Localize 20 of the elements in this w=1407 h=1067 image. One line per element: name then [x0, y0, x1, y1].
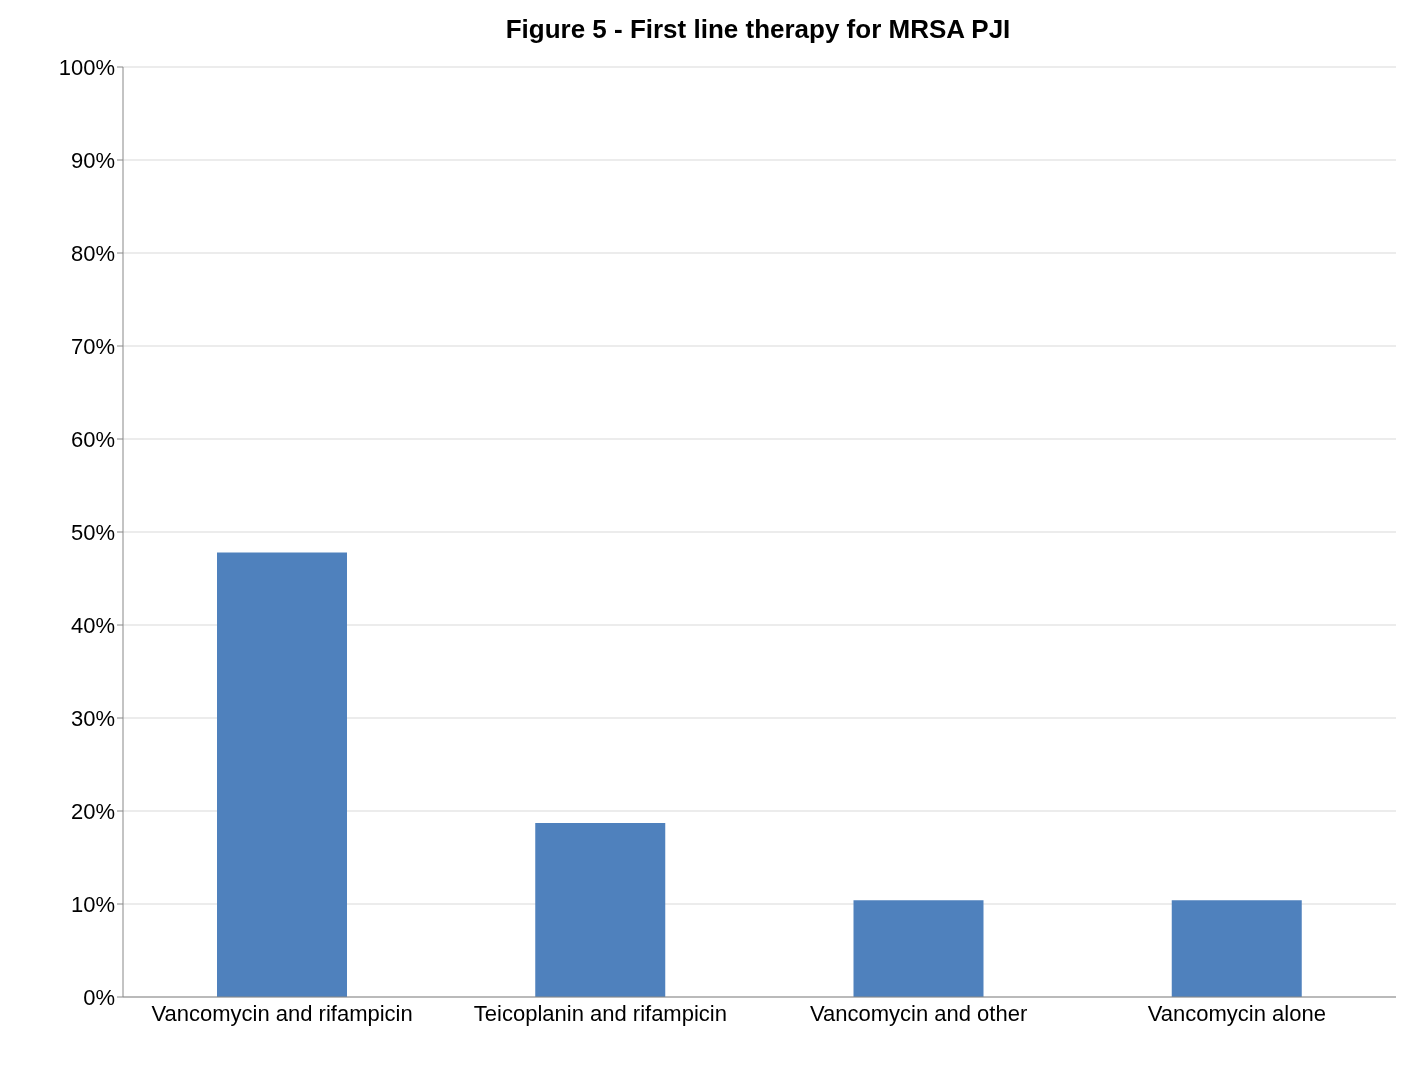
bar	[217, 552, 347, 997]
y-tick-label: 20%	[70, 798, 115, 824]
x-tick-label: Vancomycin alone	[1147, 1000, 1326, 1026]
chart-title: Figure 5 - First line therapy for MRSA PJI	[504, 14, 1012, 45]
bar	[1171, 900, 1302, 997]
x-tick-label: Teicoplanin and rifampicin	[473, 1000, 727, 1026]
y-tick-label: 70%	[70, 333, 115, 359]
x-tick-label: Vancomycin and other	[809, 1000, 1028, 1026]
y-tick-label: 0%	[83, 984, 115, 1010]
y-tick-label: 60%	[70, 426, 115, 452]
y-tick-label: 100%	[58, 54, 115, 80]
y-tick-label: 40%	[70, 612, 115, 638]
y-tick-label: 80%	[70, 240, 115, 266]
y-tick-label: 30%	[70, 705, 115, 731]
bar	[535, 823, 666, 997]
bar	[853, 900, 984, 997]
y-tick-label: 90%	[70, 147, 115, 173]
y-tick-label: 10%	[70, 891, 115, 917]
x-tick-label: Vancomycin and rifampicin	[151, 1000, 413, 1026]
y-tick-label: 50%	[70, 519, 115, 545]
